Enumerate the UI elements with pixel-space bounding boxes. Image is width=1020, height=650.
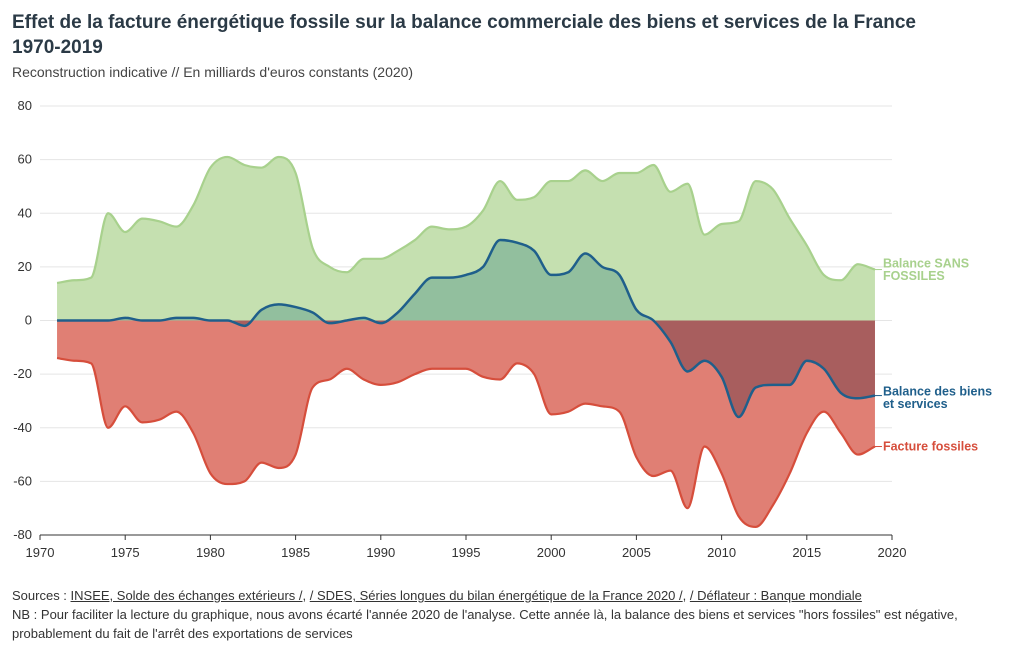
y-tick-label: -20 <box>13 366 32 381</box>
nb-note-line2: probablement du fait de l'arrêt des expo… <box>12 626 353 641</box>
line-balance-biens-services <box>57 238 876 419</box>
areas <box>57 156 875 527</box>
series-label-facture-fossiles: Facture fossiles <box>883 440 978 454</box>
x-tick-label: 2020 <box>878 545 907 560</box>
area-balance-sans-fossiles <box>57 156 875 321</box>
x-tick-label: 1995 <box>452 545 481 560</box>
nb-note-line1: NB : Pour faciliter la lecture du graphi… <box>12 607 958 622</box>
chart-footer: Sources : INSEE, Solde des échanges exté… <box>12 586 1007 643</box>
x-tick-label: 1970 <box>26 545 55 560</box>
sources-separator: , <box>302 588 310 603</box>
chart-title-line1: Effet de la facture énergétique fossile … <box>12 12 916 33</box>
series-label-sans-fossiles: Balance SANS FOSSILES <box>883 257 969 284</box>
series-lines <box>56 155 876 529</box>
sources-prefix: Sources : <box>12 588 71 603</box>
x-tick-label: 1985 <box>281 545 310 560</box>
chart-title: Effet de la facture énergétique fossile … <box>12 10 1002 60</box>
y-tick-label: 40 <box>18 205 32 220</box>
x-tick-label: 2010 <box>707 545 736 560</box>
series-label-balance: Balance des biens et services <box>883 385 992 412</box>
chart-title-line2: 1970-2019 <box>12 37 103 58</box>
x-tick-label: 1980 <box>196 545 225 560</box>
x-tick-label: 2005 <box>622 545 651 560</box>
area-balance-negative <box>57 320 875 418</box>
y-tick-label: -40 <box>13 420 32 435</box>
y-tick-label: -60 <box>13 473 32 488</box>
sources-line: Sources : INSEE, Solde des échanges exté… <box>12 586 1007 605</box>
source-link-banque-mondiale[interactable]: / Déflateur : Banque mondiale <box>689 588 862 603</box>
sources-separator: , <box>682 588 690 603</box>
source-link-sdes[interactable]: / SDES, Séries longues du bilan énergéti… <box>309 588 683 603</box>
line-balance-sans-fossiles <box>56 155 876 285</box>
area-balance-positive <box>57 240 875 321</box>
y-tick-label: -80 <box>13 527 32 542</box>
series-labels: Balance SANS FOSSILES Balance des biens et … <box>874 257 992 454</box>
source-link-insee[interactable]: INSEE, Solde des échanges extérieurs / <box>70 588 303 603</box>
x-tick-label: 1975 <box>111 545 140 560</box>
y-tick-label: 0 <box>25 313 32 328</box>
y-tick-label: 80 <box>18 98 32 113</box>
y-tick-label: 60 <box>18 152 32 167</box>
line-facture-fossiles <box>56 356 876 529</box>
x-tick-label: 2015 <box>792 545 821 560</box>
area-facture-fossiles <box>57 320 875 527</box>
y-tick-label: 20 <box>18 259 32 274</box>
chart-subtitle: Reconstruction indicative // En milliard… <box>12 64 414 80</box>
x-tick-label: 2000 <box>537 545 566 560</box>
axes: 80 60 40 20 0 -20 -40 -60 -80 1970 1975 1980 1985 199… <box>13 98 906 560</box>
x-tick-label: 1990 <box>366 545 395 560</box>
